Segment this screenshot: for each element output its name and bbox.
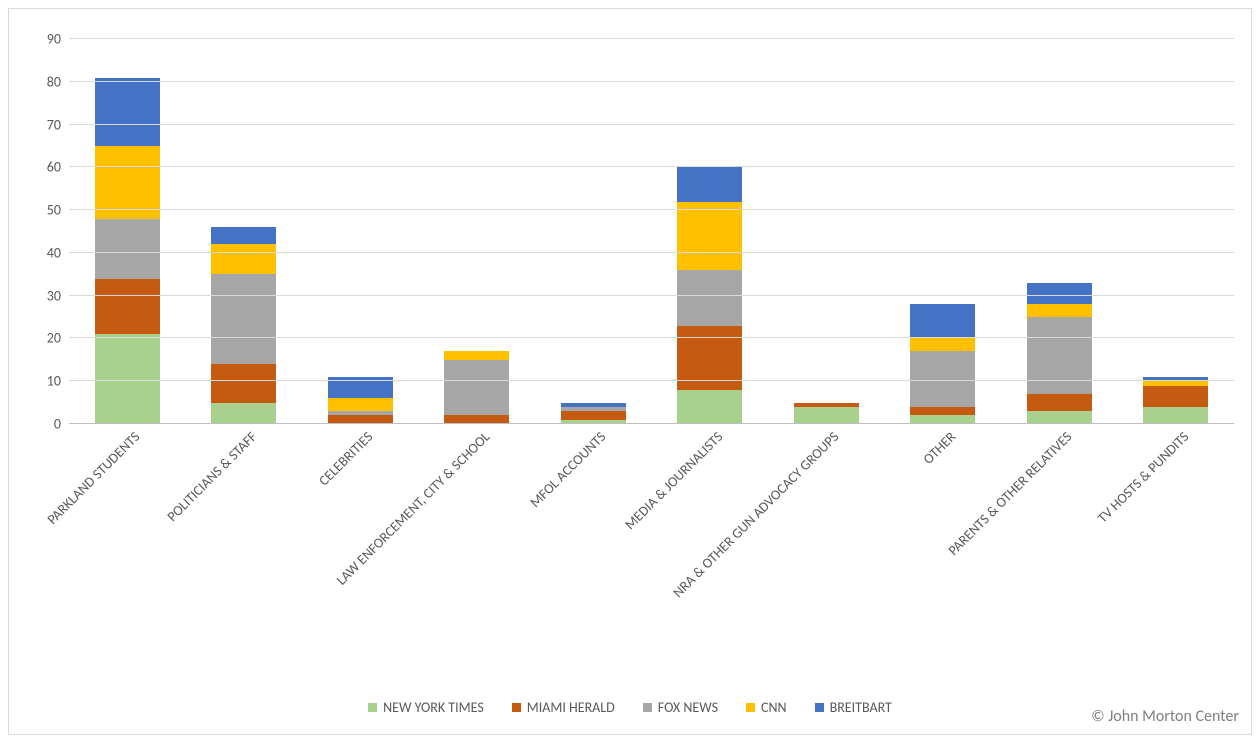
bar-group: OTHER bbox=[910, 39, 975, 424]
bar-stack bbox=[95, 78, 160, 425]
bar-segment bbox=[211, 244, 276, 274]
bar-segment bbox=[677, 390, 742, 424]
bar-segment bbox=[677, 202, 742, 270]
plot-area: PARKLAND STUDENTS POLITICIANS & STAFF CELE… bbox=[69, 39, 1234, 424]
y-tick-label: 40 bbox=[47, 244, 69, 261]
legend-item: FOX NEWS bbox=[643, 699, 718, 716]
bar-segment bbox=[211, 403, 276, 424]
bar-segment bbox=[561, 411, 626, 420]
gridline bbox=[69, 81, 1234, 82]
y-tick-label: 0 bbox=[54, 416, 69, 433]
bars-layer: PARKLAND STUDENTS POLITICIANS & STAFF CELE… bbox=[69, 39, 1234, 424]
bar-group: MFOL ACCOUNTS bbox=[561, 39, 626, 424]
legend-swatch bbox=[512, 703, 521, 712]
x-tick-label: PARKLAND STUDENTS bbox=[40, 424, 144, 528]
legend-swatch bbox=[746, 703, 755, 712]
gridline bbox=[69, 423, 1234, 424]
bar-segment bbox=[444, 351, 509, 360]
legend-item: NEW YORK TIMES bbox=[368, 699, 484, 716]
bar-segment bbox=[95, 219, 160, 279]
legend-label: BREITBART bbox=[830, 699, 892, 716]
legend-swatch bbox=[643, 703, 652, 712]
bar-segment bbox=[677, 270, 742, 326]
bar-group: TV HOSTS & PUNDITS bbox=[1143, 39, 1208, 424]
bar-segment bbox=[677, 167, 742, 201]
bar-stack bbox=[561, 403, 626, 424]
bar-group: PARENTS & OTHER RELATIVES bbox=[1027, 39, 1092, 424]
bar-group: POLITICIANS & STAFF bbox=[211, 39, 276, 424]
bar-segment bbox=[444, 360, 509, 416]
bar-stack bbox=[677, 167, 742, 424]
bar-segment bbox=[95, 279, 160, 335]
x-tick-label: CELEBRITIES bbox=[311, 424, 376, 489]
legend-item: BREITBART bbox=[815, 699, 892, 716]
bar-segment bbox=[95, 78, 160, 146]
bar-segment bbox=[1027, 283, 1092, 304]
gridline bbox=[69, 380, 1234, 381]
bar-segment bbox=[211, 364, 276, 402]
bar-segment bbox=[910, 338, 975, 351]
bar-segment bbox=[1027, 304, 1092, 317]
y-tick-label: 90 bbox=[47, 31, 69, 48]
bar-stack bbox=[1143, 377, 1208, 424]
bar-group: CELEBRITIES bbox=[328, 39, 393, 424]
bar-stack bbox=[211, 227, 276, 424]
x-tick-label: PARENTS & OTHER RELATIVES bbox=[941, 424, 1076, 559]
legend-label: NEW YORK TIMES bbox=[383, 699, 484, 716]
bar-segment bbox=[211, 274, 276, 364]
y-tick-label: 70 bbox=[47, 116, 69, 133]
legend-item: MIAMI HERALD bbox=[512, 699, 615, 716]
x-tick-label: MEDIA & JOURNALISTS bbox=[617, 424, 726, 533]
bar-group: LAW ENFORCEMENT, CITY & SCHOOL bbox=[444, 39, 509, 424]
bar-segment bbox=[95, 334, 160, 424]
legend-label: FOX NEWS bbox=[658, 699, 718, 716]
legend-swatch bbox=[815, 703, 824, 712]
bar-segment bbox=[95, 146, 160, 219]
y-tick-label: 60 bbox=[47, 159, 69, 176]
bar-segment bbox=[1143, 386, 1208, 407]
x-tick-label: TV HOSTS & PUNDITS bbox=[1090, 424, 1192, 526]
chart-frame: PARKLAND STUDENTSPOLITICIANS & STAFFCELE… bbox=[8, 8, 1252, 735]
gridline bbox=[69, 252, 1234, 253]
bar-stack bbox=[328, 377, 393, 424]
bar-segment bbox=[1027, 317, 1092, 394]
legend-label: CNN bbox=[761, 699, 787, 716]
y-tick-label: 20 bbox=[47, 330, 69, 347]
legend-swatch bbox=[368, 703, 377, 712]
bar-stack bbox=[794, 403, 859, 424]
gridline bbox=[69, 337, 1234, 338]
gridline bbox=[69, 38, 1234, 39]
bar-segment bbox=[910, 304, 975, 338]
legend-label: MIAMI HERALD bbox=[527, 699, 615, 716]
bar-stack bbox=[910, 304, 975, 424]
x-tick-label: POLITICIANS & STAFF bbox=[159, 424, 260, 525]
x-tick-label: MFOL ACCOUNTS bbox=[523, 424, 610, 511]
gridline bbox=[69, 295, 1234, 296]
bar-group: MEDIA & JOURNALISTS bbox=[677, 39, 742, 424]
legend-item: CNN bbox=[746, 699, 787, 716]
y-tick-label: 30 bbox=[47, 287, 69, 304]
bar-segment bbox=[910, 351, 975, 407]
bar-group: PARKLAND STUDENTS bbox=[95, 39, 160, 424]
copyright-text: © John Morton Center bbox=[1091, 707, 1239, 726]
bar-group: NRA & OTHER GUN ADVOCACY GROUPS bbox=[794, 39, 859, 424]
y-tick-label: 50 bbox=[47, 202, 69, 219]
bar-segment bbox=[910, 407, 975, 416]
gridline bbox=[69, 124, 1234, 125]
y-tick-label: 10 bbox=[47, 373, 69, 390]
bar-segment bbox=[1027, 394, 1092, 411]
bar-stack bbox=[444, 351, 509, 424]
x-tick-label: OTHER bbox=[915, 424, 959, 468]
bar-segment bbox=[794, 407, 859, 424]
bar-segment bbox=[211, 227, 276, 244]
gridline bbox=[69, 209, 1234, 210]
bar-segment bbox=[328, 398, 393, 411]
bar-stack bbox=[1027, 283, 1092, 424]
legend: NEW YORK TIMES MIAMI HERALD FOX NEWS CNN BRE… bbox=[9, 699, 1251, 716]
bar-segment bbox=[1143, 407, 1208, 424]
y-tick-label: 80 bbox=[47, 73, 69, 90]
gridline bbox=[69, 166, 1234, 167]
